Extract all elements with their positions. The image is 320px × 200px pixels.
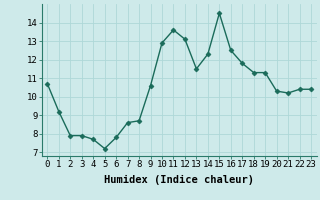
X-axis label: Humidex (Indice chaleur): Humidex (Indice chaleur) <box>104 175 254 185</box>
